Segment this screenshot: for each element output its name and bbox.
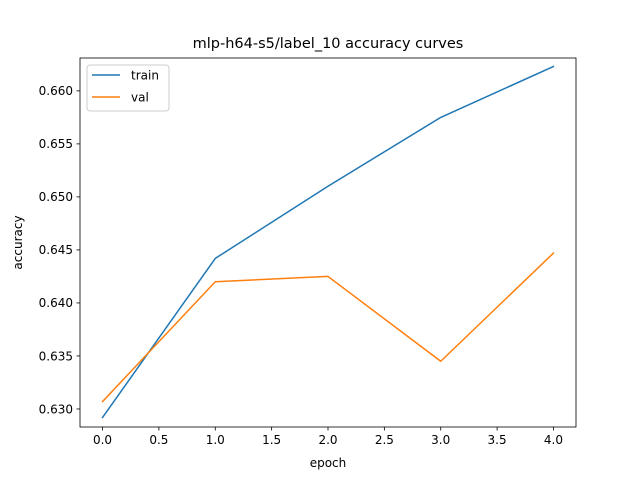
series-line-val — [101, 252, 555, 403]
y-tick-label: 0.630 — [39, 402, 73, 416]
series-layer — [101, 65, 555, 419]
x-tick-label: 3.0 — [431, 433, 450, 447]
y-axis-label: accuracy — [11, 215, 25, 269]
y-tick-label: 0.645 — [39, 243, 73, 257]
y-tick-label: 0.650 — [39, 190, 73, 204]
legend-label-train: train — [131, 68, 159, 82]
x-tick-label: 3.5 — [488, 433, 507, 447]
x-tick-label: 0.0 — [93, 433, 112, 447]
x-tick-label: 1.5 — [262, 433, 281, 447]
legend-box — [86, 64, 170, 112]
x-tick-label: 4.0 — [544, 433, 563, 447]
x-tick-label: 2.5 — [375, 433, 394, 447]
y-tick-label: 0.635 — [39, 349, 73, 363]
legend: train val — [86, 64, 170, 112]
series-line-train — [101, 65, 555, 419]
y-tick-label: 0.640 — [39, 296, 73, 310]
legend-label-val: val — [131, 90, 149, 104]
y-tick-label: 0.660 — [39, 84, 73, 98]
y-axis: 0.630 0.635 0.640 0.645 0.650 0.655 0.660 — [39, 84, 80, 416]
chart-title: mlp-h64-s5/label_10 accuracy curves — [193, 36, 464, 52]
x-axis: 0.0 0.5 1.0 1.5 2.0 2.5 3.0 3.5 4.0 — [93, 427, 563, 447]
x-tick-label: 0.5 — [149, 433, 168, 447]
legend-items: train val — [92, 68, 159, 104]
y-tick-label: 0.655 — [39, 137, 73, 151]
x-axis-label: epoch — [310, 456, 347, 470]
x-tick-label: 2.0 — [318, 433, 337, 447]
x-tick-label: 1.0 — [206, 433, 225, 447]
